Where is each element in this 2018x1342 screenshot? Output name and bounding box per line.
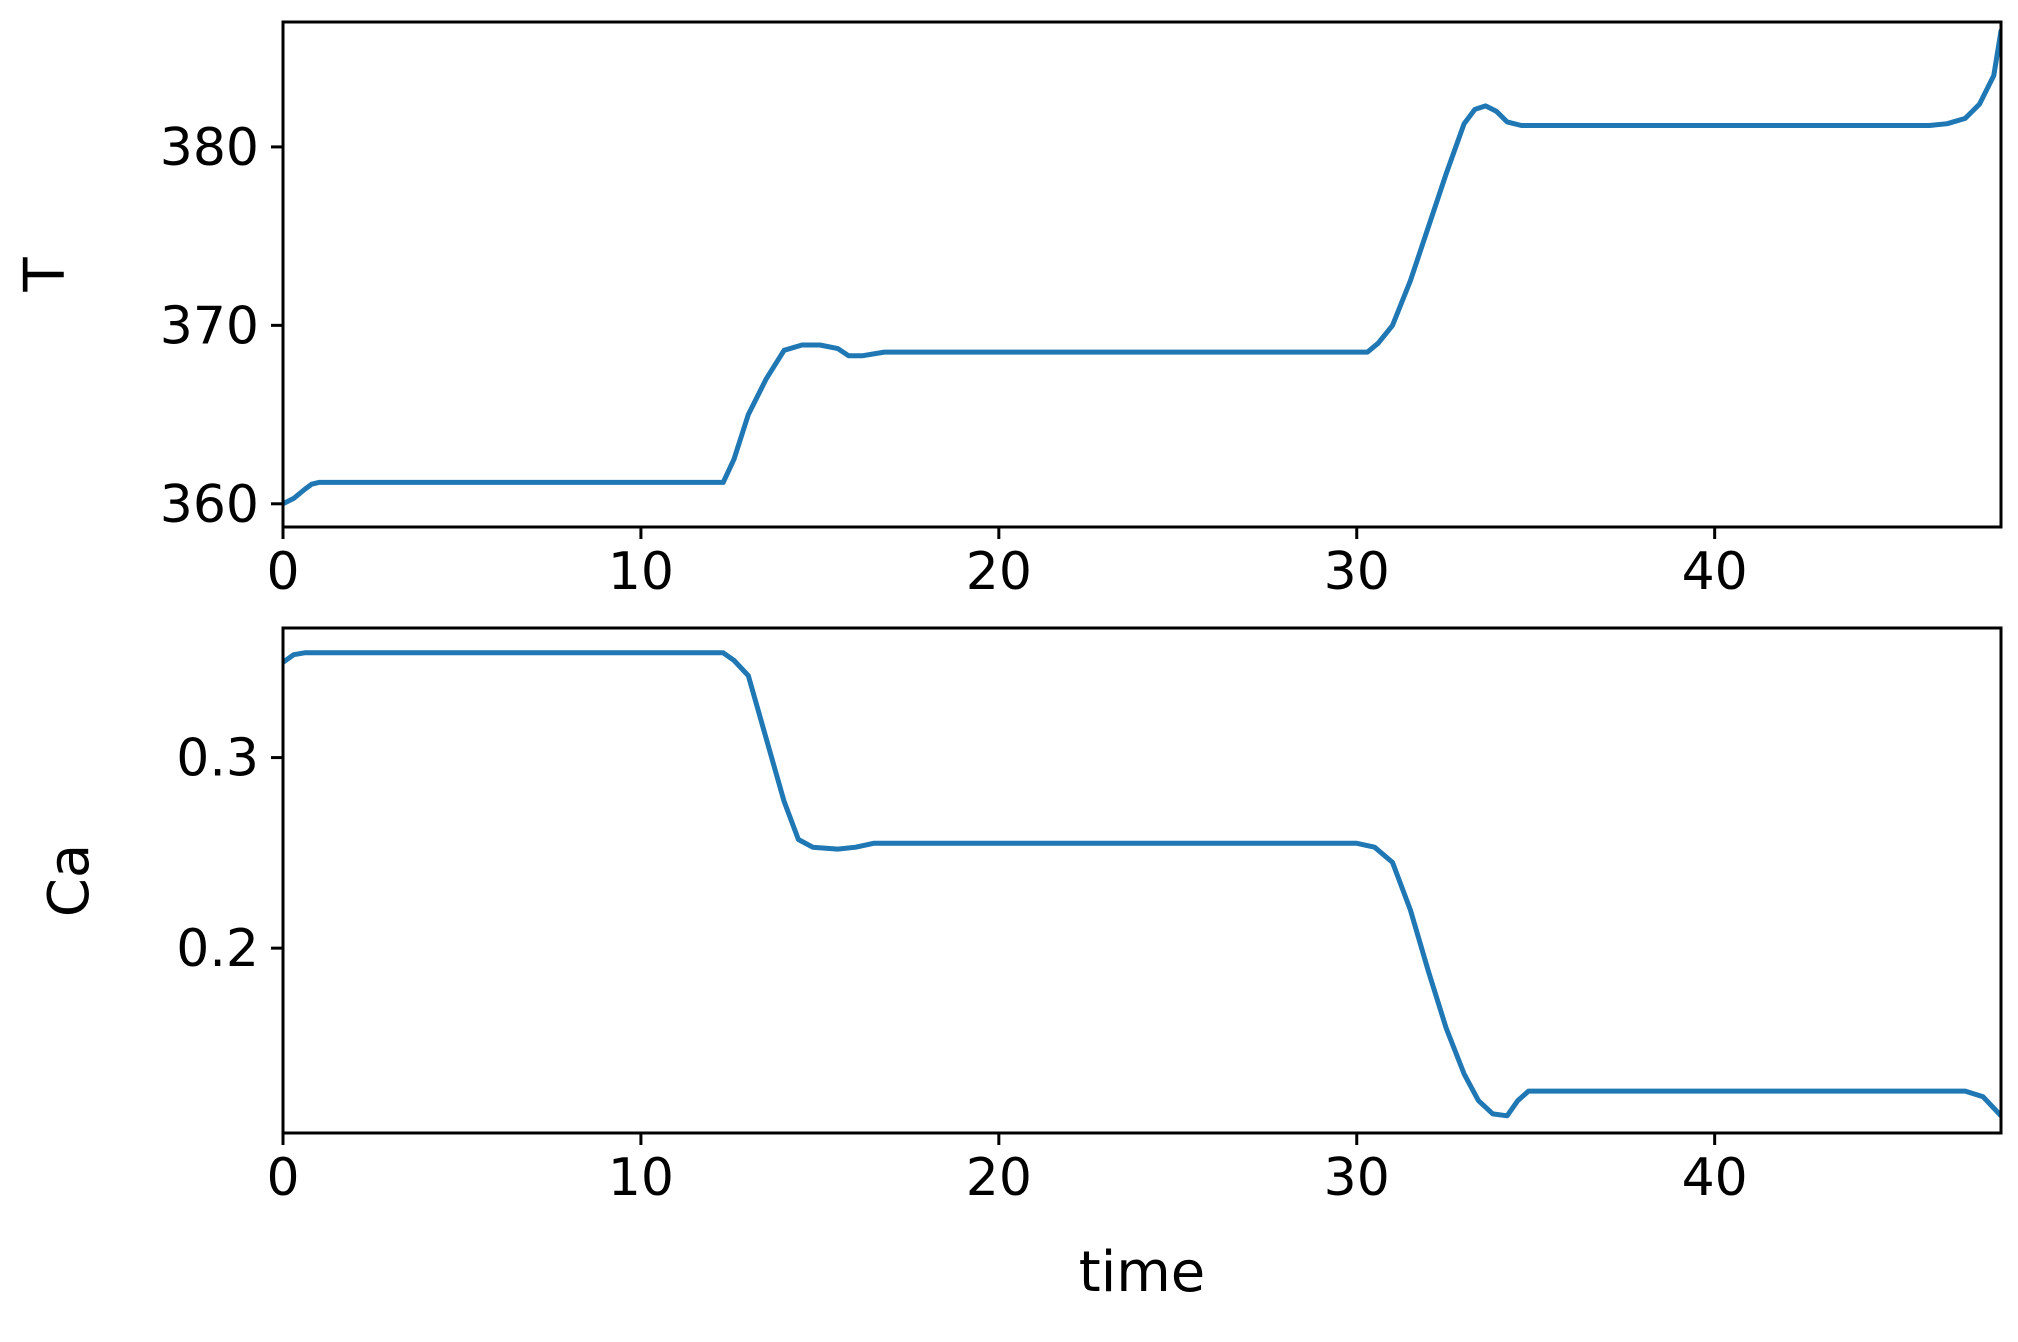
axes-frame	[281, 20, 2003, 529]
panel-2: 0 10 20 30 40 0.2 0.3 Ca time	[37, 626, 2003, 1305]
series-line-1	[283, 650, 2001, 1119]
y-tick-label: 0.2	[176, 919, 259, 979]
x-tick-label: 10	[608, 1148, 674, 1208]
x-tick-label: 20	[966, 1148, 1032, 1208]
panels: 0 10 20 30 40 360 370 380 T 0 10 20 30 40 0.2 0.3 Ca time	[13, 20, 2003, 1305]
x-tick-label: 0	[266, 1148, 299, 1208]
y-tick-label: 380	[160, 118, 259, 178]
y-axis-label: T	[13, 257, 78, 293]
x-tick-label: 10	[608, 542, 674, 602]
x-tick-label: 40	[1682, 1148, 1748, 1208]
y-axis-label: Ca	[37, 844, 102, 917]
x-tick-label: 0	[266, 542, 299, 602]
x-tick-label: 20	[966, 542, 1032, 602]
x-tick-label: 30	[1324, 1148, 1390, 1208]
y-tick-label: 370	[160, 296, 259, 356]
axes-frame	[281, 626, 2003, 1135]
x-axis-label: time	[1079, 1240, 1206, 1305]
y-tick-label: 360	[160, 475, 259, 535]
series-line-1	[283, 28, 2001, 507]
x-tick-label: 40	[1682, 542, 1748, 602]
x-tick-label: 30	[1324, 542, 1390, 602]
y-tick-label: 0.3	[176, 729, 259, 789]
panel-1: 0 10 20 30 40 360 370 380 T	[13, 20, 2003, 602]
